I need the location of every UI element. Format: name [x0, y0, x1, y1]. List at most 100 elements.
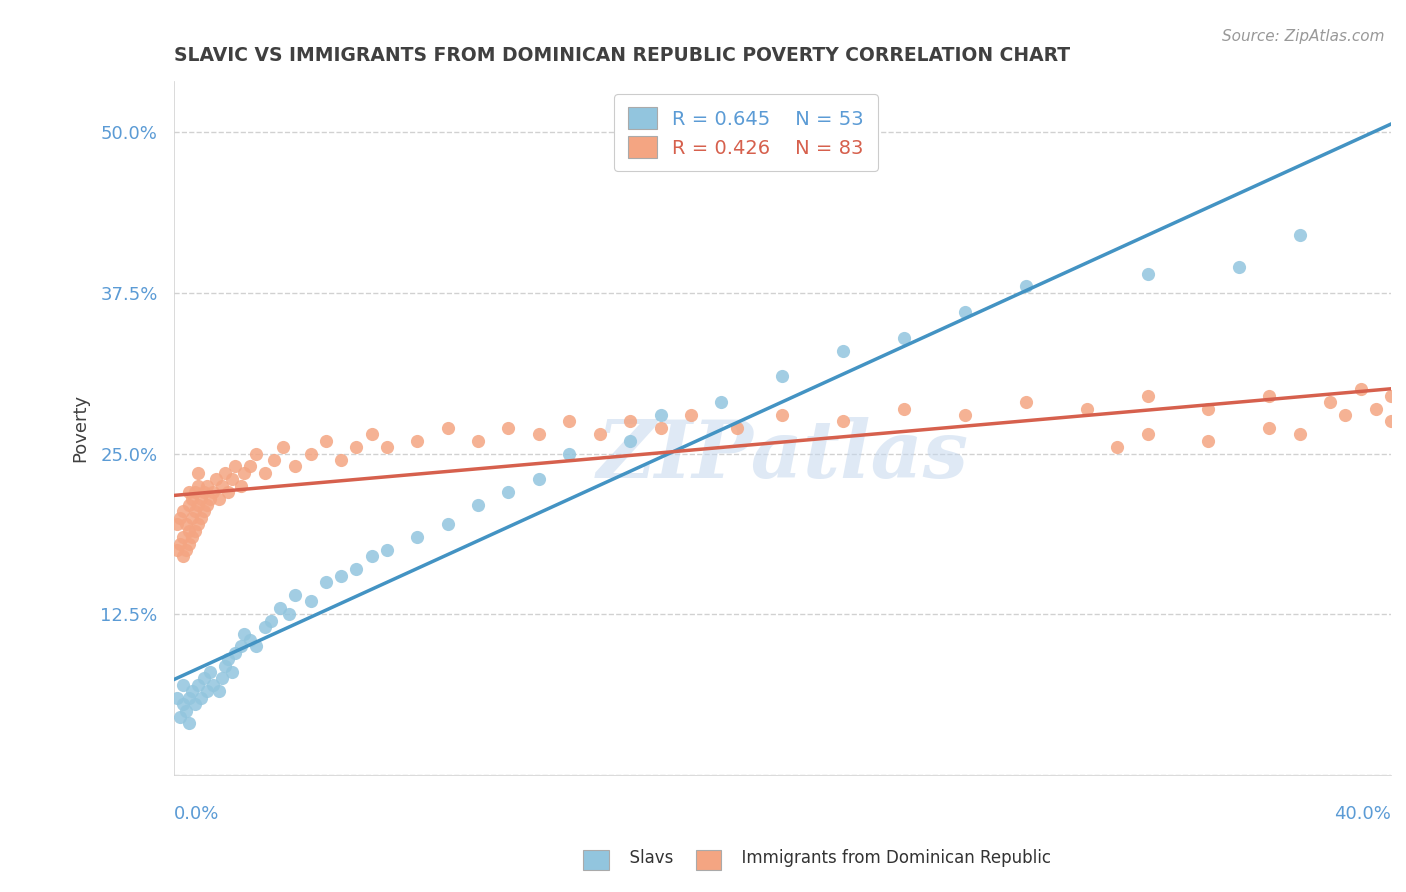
Point [260, 614, 283, 628]
Point [681, 408, 703, 422]
Point [1350, 382, 1372, 396]
Point [558, 414, 581, 428]
Point [211, 672, 233, 686]
Point [229, 478, 252, 492]
Point [1334, 408, 1357, 422]
Point [1076, 401, 1098, 416]
Text: ZIPatlas: ZIPatlas [596, 417, 969, 494]
Point [1136, 427, 1159, 442]
Point [166, 690, 188, 705]
Point [406, 434, 429, 448]
Point [239, 632, 262, 647]
Point [181, 510, 204, 524]
Text: Slavs: Slavs [619, 849, 673, 867]
Point [315, 434, 337, 448]
Point [467, 498, 489, 512]
Point [177, 716, 200, 731]
Point [174, 543, 197, 558]
Point [1379, 389, 1402, 403]
Point [224, 459, 246, 474]
Point [253, 466, 276, 480]
Point [193, 504, 215, 518]
Point [770, 408, 793, 422]
Point [214, 466, 236, 480]
Point [172, 549, 194, 564]
Point [1288, 227, 1310, 242]
Point [208, 684, 231, 698]
Point [187, 517, 209, 532]
Point [467, 434, 489, 448]
Point [953, 305, 976, 319]
Point [1227, 260, 1250, 274]
Point [710, 395, 733, 409]
Point [344, 440, 367, 454]
Point [299, 594, 322, 608]
Text: 0.0%: 0.0% [174, 805, 219, 823]
Point [1379, 414, 1402, 428]
Point [190, 690, 212, 705]
Point [1136, 389, 1159, 403]
Point [245, 446, 267, 460]
Point [589, 427, 612, 442]
Legend: R = 0.645    N = 53, R = 0.426    N = 83: R = 0.645 N = 53, R = 0.426 N = 83 [614, 94, 877, 171]
Point [284, 459, 307, 474]
Point [221, 472, 243, 486]
Point [650, 421, 672, 435]
Point [360, 549, 382, 564]
Point [299, 446, 322, 460]
Point [181, 491, 204, 506]
Point [263, 453, 285, 467]
Point [619, 414, 641, 428]
Point [177, 498, 200, 512]
Point [177, 485, 200, 500]
Point [177, 536, 200, 550]
Point [498, 421, 520, 435]
Point [1197, 401, 1219, 416]
Point [193, 485, 215, 500]
Point [177, 524, 200, 538]
Point [1015, 279, 1038, 293]
Point [200, 665, 222, 679]
Point [558, 446, 581, 460]
Point [205, 472, 228, 486]
Point [177, 690, 200, 705]
Text: Source: ZipAtlas.com: Source: ZipAtlas.com [1222, 29, 1385, 44]
Point [195, 684, 218, 698]
Point [169, 510, 191, 524]
Point [211, 478, 233, 492]
Point [208, 491, 231, 506]
Point [181, 684, 204, 698]
Point [893, 401, 915, 416]
Point [527, 427, 550, 442]
Point [893, 331, 915, 345]
Point [202, 678, 225, 692]
Point [375, 440, 398, 454]
Point [187, 678, 209, 692]
Point [344, 562, 367, 576]
Point [232, 626, 254, 640]
Point [214, 658, 236, 673]
Point [166, 543, 188, 558]
Point [218, 485, 240, 500]
Point [1258, 389, 1281, 403]
Point [190, 491, 212, 506]
Point [202, 485, 225, 500]
Text: 40.0%: 40.0% [1334, 805, 1391, 823]
Point [1136, 267, 1159, 281]
Point [1197, 434, 1219, 448]
Point [224, 646, 246, 660]
Point [172, 697, 194, 711]
Point [187, 478, 209, 492]
Point [1107, 440, 1129, 454]
Point [1288, 427, 1310, 442]
Point [1258, 421, 1281, 435]
Point [174, 517, 197, 532]
Point [184, 524, 207, 538]
Text: SLAVIC VS IMMIGRANTS FROM DOMINICAN REPUBLIC POVERTY CORRELATION CHART: SLAVIC VS IMMIGRANTS FROM DOMINICAN REPU… [174, 46, 1070, 65]
Point [172, 530, 194, 544]
Point [1319, 395, 1341, 409]
Y-axis label: Poverty: Poverty [72, 393, 89, 462]
Point [239, 459, 262, 474]
Point [284, 588, 307, 602]
Point [619, 434, 641, 448]
